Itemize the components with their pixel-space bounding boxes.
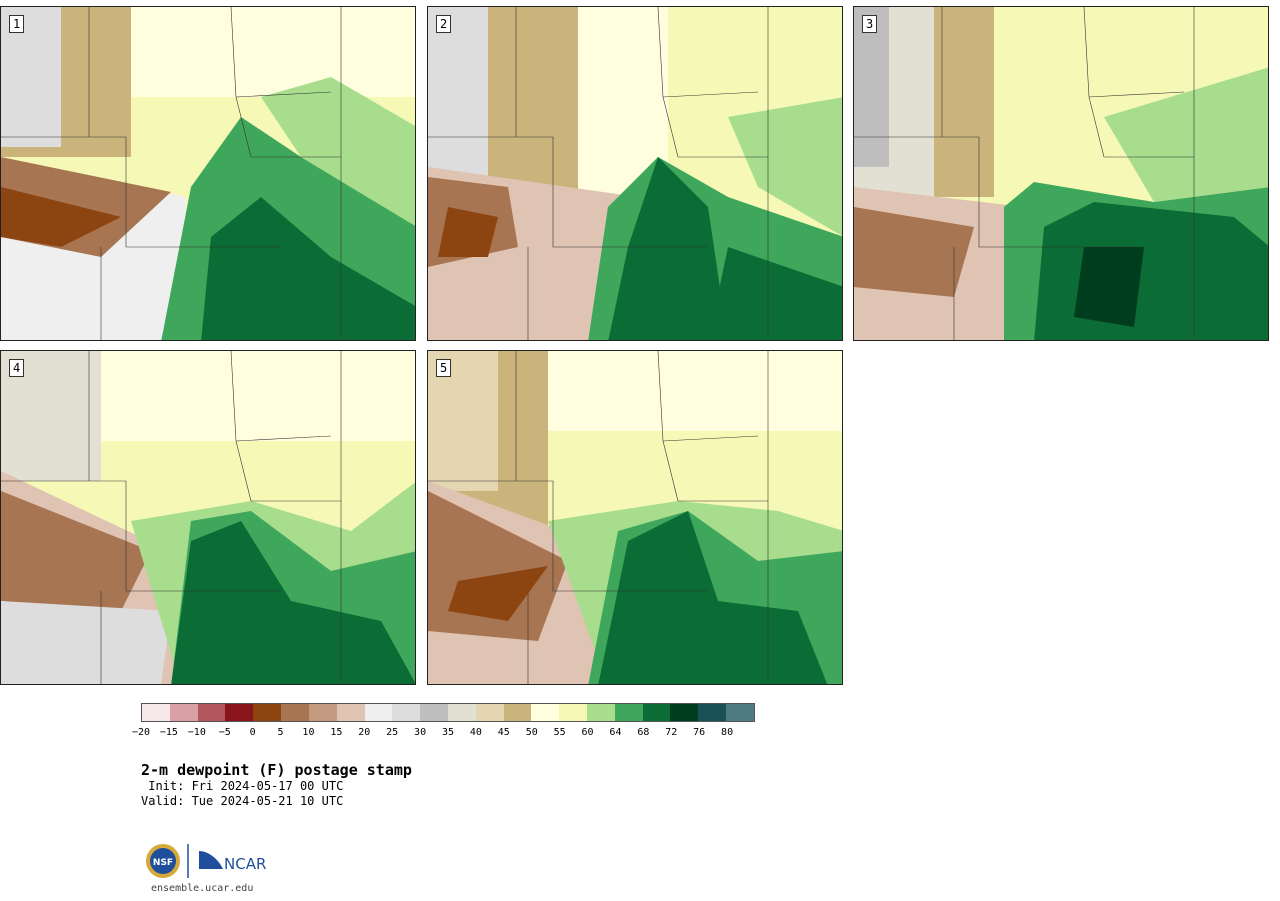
valid-time: Valid: Tue 2024-05-21 10 UTC bbox=[141, 794, 344, 808]
colorbar-tick-label: 68 bbox=[637, 727, 650, 738]
colorbar-tick-label: 40 bbox=[469, 727, 482, 738]
colorbar-swatch bbox=[169, 704, 198, 721]
colorbar-tick-label: 30 bbox=[414, 727, 427, 738]
nsf-text: NSF bbox=[153, 858, 173, 868]
colorbar-swatch bbox=[503, 704, 532, 721]
colorbar-swatch bbox=[698, 704, 727, 721]
dewpoint-map-4 bbox=[1, 351, 415, 684]
colorbar-tick-label: −15 bbox=[159, 727, 178, 738]
colorbar-tick-label: 64 bbox=[609, 727, 622, 738]
colorbar-tick-label: 25 bbox=[386, 727, 399, 738]
colorbar-swatch bbox=[392, 704, 421, 721]
nsf-ncar-logo: NSF NCAR bbox=[146, 844, 266, 878]
logo-area: NSF NCAR bbox=[145, 843, 275, 879]
colorbar-tick-label: 45 bbox=[497, 727, 510, 738]
ncar-text: NCAR bbox=[224, 855, 266, 873]
map-panel-5: 5 bbox=[427, 350, 843, 685]
dewpoint-map-1 bbox=[1, 7, 415, 340]
colorbar-swatch bbox=[142, 704, 170, 721]
colorbar bbox=[141, 703, 755, 722]
colorbar-swatch bbox=[281, 704, 309, 721]
colorbar-tick-label: 80 bbox=[721, 727, 734, 738]
colorbar-tick-label: 72 bbox=[665, 727, 678, 738]
colorbar-swatch bbox=[614, 704, 643, 721]
colorbar-tick-label: 5 bbox=[277, 727, 284, 738]
colorbar-swatch bbox=[726, 704, 754, 721]
map-panel-4: 4 bbox=[0, 350, 416, 685]
colorbar-ticks: −20 −15 −10 −5 0 5 10 15 20 25 30 35 40 45 50 55 60 64 68 7… bbox=[132, 727, 755, 741]
panel-label: 5 bbox=[436, 359, 452, 377]
colorbar-tick-label: 76 bbox=[693, 727, 706, 738]
colorbar-tick-label: 55 bbox=[553, 727, 566, 738]
colorbar-swatch bbox=[336, 704, 365, 721]
dewpoint-map-2 bbox=[428, 7, 842, 340]
panel-label: 2 bbox=[436, 15, 452, 33]
panel-label: 3 bbox=[862, 15, 878, 33]
colorbar-swatch bbox=[559, 704, 587, 721]
init-time: Init: Fri 2024-05-17 00 UTC bbox=[141, 779, 344, 793]
site-url: ensemble.ucar.edu bbox=[151, 883, 254, 894]
colorbar-tick-label: 20 bbox=[358, 727, 371, 738]
dewpoint-map-3 bbox=[854, 7, 1268, 340]
colorbar-swatch bbox=[475, 704, 504, 721]
colorbar-tick-label: 0 bbox=[249, 727, 256, 738]
map-panel-2: 2 bbox=[427, 6, 843, 341]
plot-title: 2-m dewpoint (F) postage stamp bbox=[141, 761, 412, 779]
panel-label: 1 bbox=[9, 15, 25, 33]
colorbar-swatch bbox=[308, 704, 337, 721]
colorbar-swatch bbox=[225, 704, 254, 721]
panel-label: 4 bbox=[9, 359, 25, 377]
dewpoint-map-5 bbox=[428, 351, 842, 684]
colorbar-tick-label: 15 bbox=[330, 727, 343, 738]
map-panel-1: 1 bbox=[0, 6, 416, 341]
colorbar-swatch bbox=[253, 704, 282, 721]
colorbar-swatch bbox=[670, 704, 699, 721]
colorbar-tick-label: 10 bbox=[302, 727, 315, 738]
colorbar-tick-label: −10 bbox=[187, 727, 206, 738]
colorbar-swatch bbox=[197, 704, 226, 721]
colorbar-swatch bbox=[447, 704, 476, 721]
colorbar-swatch bbox=[364, 704, 393, 721]
colorbar-tick-label: 60 bbox=[581, 727, 594, 738]
nsf-logo-icon: NSF bbox=[146, 844, 180, 878]
colorbar-swatch bbox=[587, 704, 615, 721]
colorbar-tick-label: 35 bbox=[441, 727, 455, 738]
colorbar-tick-label: 50 bbox=[525, 727, 538, 738]
colorbar-swatch bbox=[420, 704, 448, 721]
colorbar-swatch bbox=[642, 704, 671, 721]
colorbar-swatch bbox=[531, 704, 560, 721]
colorbar-tick-label: −20 bbox=[131, 727, 151, 738]
map-panel-3: 3 bbox=[853, 6, 1269, 341]
colorbar-tick-label: −5 bbox=[218, 727, 231, 738]
ncar-logo-icon: NCAR bbox=[199, 851, 266, 873]
